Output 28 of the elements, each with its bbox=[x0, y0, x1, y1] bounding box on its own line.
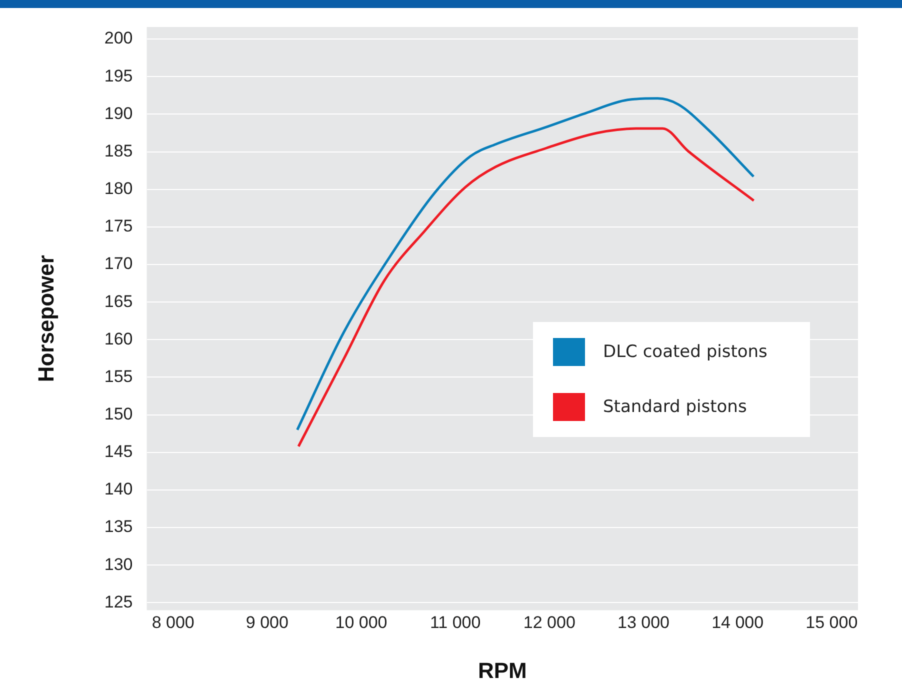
y-tick-label: 190 bbox=[104, 104, 133, 123]
y-tick-label: 200 bbox=[104, 28, 133, 48]
y-tick-label: 165 bbox=[104, 292, 133, 311]
x-tick-label: 14 000 bbox=[712, 613, 764, 632]
y-tick-label: 180 bbox=[104, 179, 133, 198]
y-tick-label: 170 bbox=[104, 254, 133, 274]
y-tick-label: 195 bbox=[104, 66, 133, 86]
y-axis-title: Horsepower bbox=[33, 254, 58, 382]
x-tick-label: 15 000 bbox=[806, 613, 858, 632]
x-tick-label: 12 000 bbox=[523, 613, 576, 632]
y-tick-label: 175 bbox=[104, 216, 133, 236]
y-tick-label: 160 bbox=[104, 329, 133, 348]
y-tick-label: 145 bbox=[104, 442, 133, 462]
y-tick-label: 135 bbox=[104, 517, 133, 536]
y-tick-label: 125 bbox=[104, 592, 133, 612]
x-tick-label: 11 000 bbox=[430, 613, 481, 632]
x-tick-label: 9 000 bbox=[246, 613, 288, 632]
y-tick-label: 155 bbox=[104, 366, 133, 386]
y-tick-label: 185 bbox=[104, 141, 133, 160]
legend-label: Standard pistons bbox=[603, 397, 747, 417]
x-axis-title: RPM bbox=[478, 658, 527, 683]
x-tick-label: 10 000 bbox=[335, 613, 388, 632]
y-tick-label: 140 bbox=[104, 480, 133, 499]
y-tick-label: 130 bbox=[104, 554, 133, 574]
x-tick-label: 13 000 bbox=[618, 613, 670, 632]
legend-label: DLC coated pistons bbox=[603, 342, 768, 362]
x-tick-label: 8 000 bbox=[152, 613, 194, 632]
y-tick-label: 150 bbox=[104, 404, 133, 424]
